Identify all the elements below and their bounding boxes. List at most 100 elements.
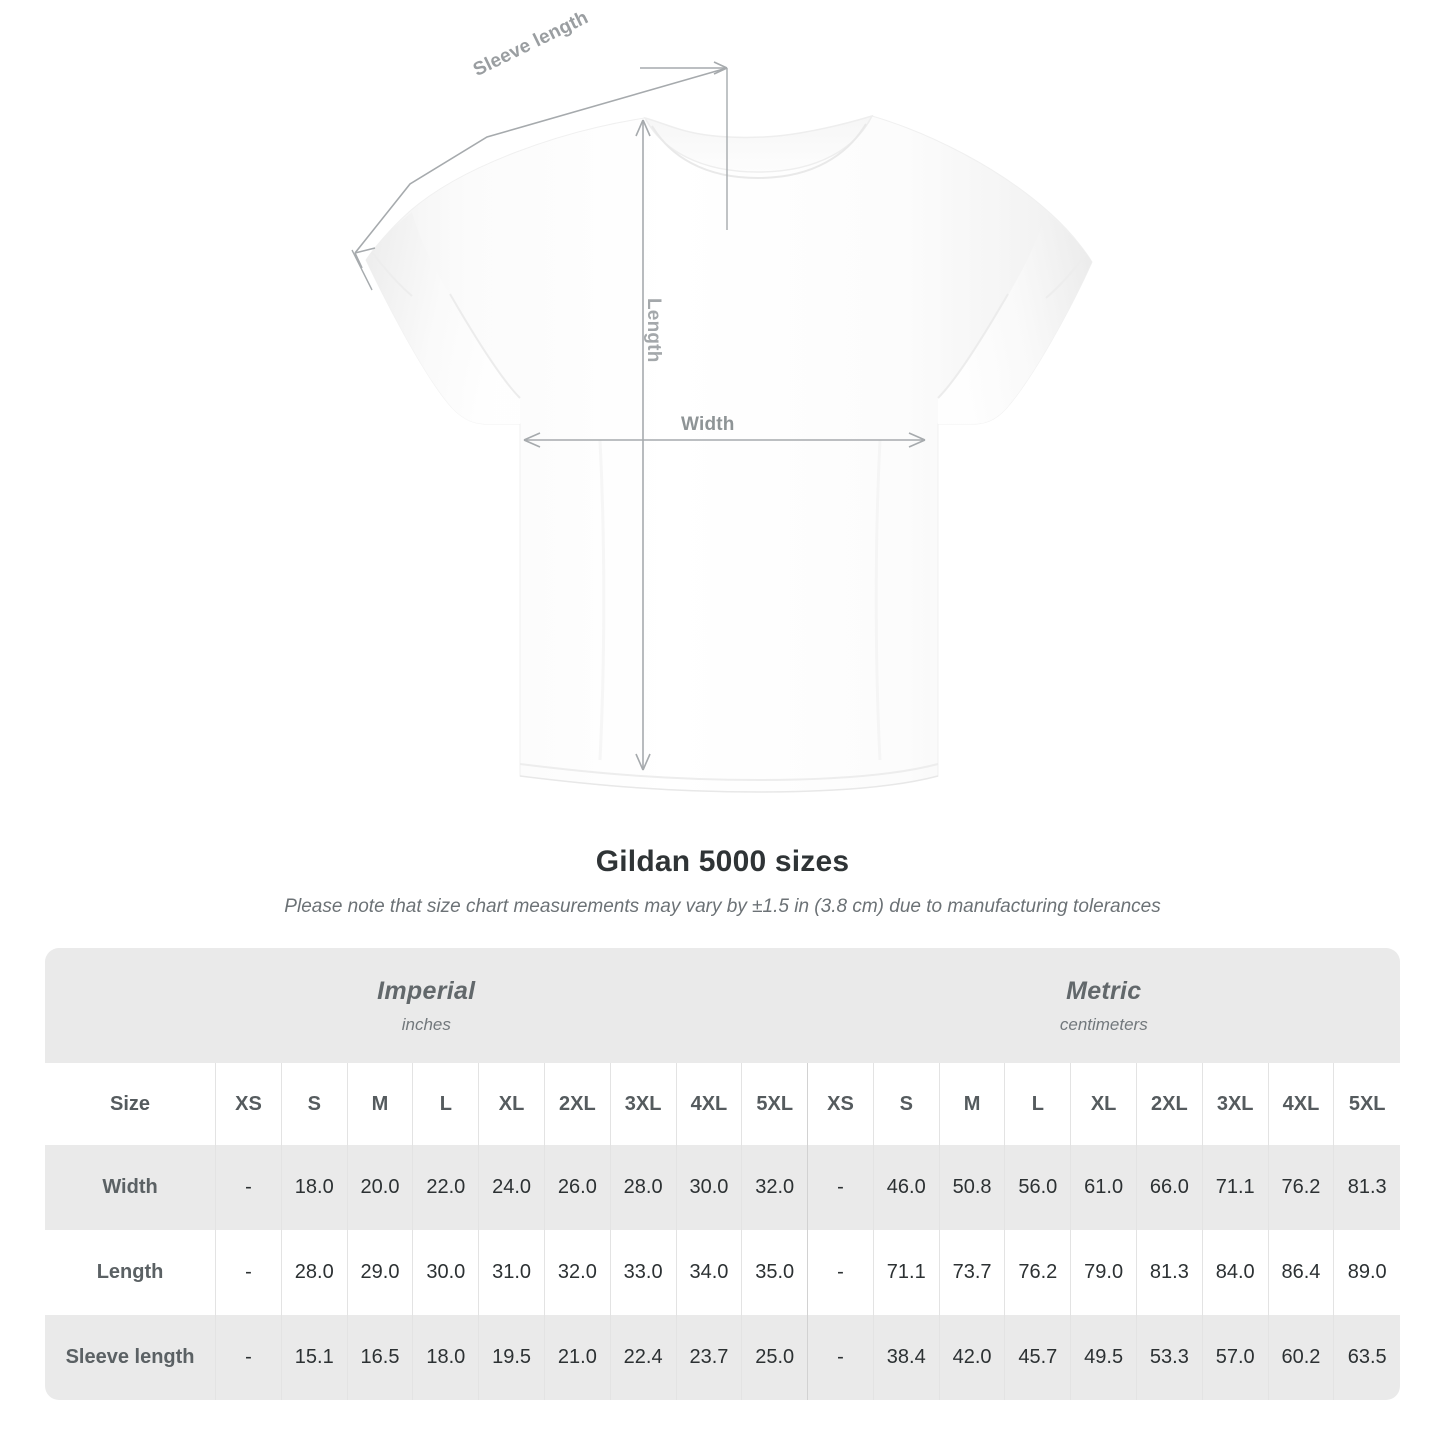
cell-length-met-4xl: 86.4 — [1267, 1230, 1334, 1315]
size-header-imp-xs: XS — [215, 1063, 282, 1145]
cell-sleeve-imp-m: 16.5 — [346, 1315, 413, 1400]
cell-sleeve-imp-s: 15.1 — [280, 1315, 348, 1400]
size-header-imp-5xl: 5XL — [741, 1063, 808, 1145]
cell-sleeve-met-xs: - — [807, 1315, 874, 1400]
cell-length-imp-xs: - — [215, 1230, 282, 1315]
length-arrow-head-bottom — [635, 753, 651, 771]
size-chart-table-wrap: Imperial inches Metric centimeters Size … — [45, 948, 1400, 1400]
cell-length-imp-2xl: 32.0 — [543, 1230, 611, 1315]
sleeve-hem-tick — [351, 249, 373, 291]
cell-sleeve-imp-3xl: 22.4 — [609, 1315, 677, 1400]
size-header-row: Size XS S M L XL 2XL 3XL 4XL 5XL XS S M … — [45, 1063, 1400, 1145]
cell-width-imp-5xl: 32.0 — [741, 1145, 808, 1230]
cell-width-met-2xl: 66.0 — [1136, 1145, 1203, 1230]
cell-length-met-l: 76.2 — [1004, 1230, 1071, 1315]
cell-length-imp-m: 29.0 — [346, 1230, 413, 1315]
cell-sleeve-imp-l: 18.0 — [412, 1315, 479, 1400]
cell-sleeve-imp-xl: 19.5 — [478, 1315, 545, 1400]
cell-sleeve-met-l: 45.7 — [1004, 1315, 1071, 1400]
cell-width-met-3xl: 71.1 — [1201, 1145, 1269, 1230]
tshirt-diagram: Sleeve length Length Width — [351, 7, 1093, 793]
size-header-met-m: M — [938, 1063, 1005, 1145]
tolerance-note: Please note that size chart measurements… — [284, 896, 1161, 917]
cell-width-met-m: 50.8 — [938, 1145, 1005, 1230]
size-header-imp-2xl: 2XL — [543, 1063, 611, 1145]
table-row: Width - 18.0 20.0 22.0 24.0 26.0 28.0 30… — [45, 1145, 1400, 1230]
table-row: Length - 28.0 29.0 30.0 31.0 32.0 33.0 3… — [45, 1230, 1400, 1315]
cell-length-met-m: 73.7 — [938, 1230, 1005, 1315]
cell-sleeve-imp-4xl: 23.7 — [675, 1315, 742, 1400]
cell-width-imp-xs: - — [215, 1145, 282, 1230]
cell-width-met-l: 56.0 — [1004, 1145, 1071, 1230]
cell-width-imp-2xl: 26.0 — [543, 1145, 611, 1230]
size-header-met-2xl: 2XL — [1136, 1063, 1203, 1145]
size-header-met-xs: XS — [807, 1063, 874, 1145]
width-arrow-head-left — [523, 432, 541, 448]
cell-sleeve-met-2xl: 53.3 — [1136, 1315, 1203, 1400]
cell-length-imp-3xl: 33.0 — [609, 1230, 677, 1315]
cell-sleeve-imp-5xl: 25.0 — [741, 1315, 808, 1400]
cell-sleeve-met-5xl: 63.5 — [1333, 1315, 1400, 1400]
cell-width-met-4xl: 76.2 — [1267, 1145, 1334, 1230]
title-block: Gildan 5000 sizes Please note that size … — [0, 845, 1445, 918]
cell-length-met-s: 71.1 — [872, 1230, 940, 1315]
table-row: Sleeve length - 15.1 16.5 18.0 19.5 21.0… — [45, 1315, 1400, 1400]
cell-sleeve-imp-2xl: 21.0 — [543, 1315, 611, 1400]
imperial-unit-name: Imperial — [377, 976, 476, 1005]
cell-sleeve-met-4xl: 60.2 — [1267, 1315, 1334, 1400]
measurement-guides — [351, 61, 926, 771]
size-header-imp-xl: XL — [478, 1063, 545, 1145]
cell-length-met-xs: - — [807, 1230, 874, 1315]
cell-sleeve-met-xl: 49.5 — [1070, 1315, 1137, 1400]
row-label-width: Width — [45, 1145, 216, 1230]
metric-unit-name: Metric — [1066, 976, 1142, 1005]
size-header-imp-3xl: 3XL — [609, 1063, 677, 1145]
length-label: Length — [643, 298, 664, 363]
size-header-met-5xl: 5XL — [1333, 1063, 1400, 1145]
cell-width-imp-s: 18.0 — [280, 1145, 348, 1230]
cell-length-met-5xl: 89.0 — [1333, 1230, 1400, 1315]
width-arrow-head-right — [908, 432, 926, 448]
cell-sleeve-met-3xl: 57.0 — [1201, 1315, 1269, 1400]
row-label-sleeve-length: Sleeve length — [45, 1315, 216, 1400]
imperial-unit-sub: inches — [401, 1014, 451, 1034]
unit-header-row: Imperial inches Metric centimeters — [45, 948, 1400, 1063]
cell-length-met-2xl: 81.3 — [1136, 1230, 1203, 1315]
cell-length-imp-5xl: 35.0 — [741, 1230, 808, 1315]
cell-width-met-5xl: 81.3 — [1333, 1145, 1400, 1230]
cell-width-met-xs: - — [807, 1145, 874, 1230]
cell-width-imp-xl: 24.0 — [478, 1145, 545, 1230]
size-header-imp-m: M — [346, 1063, 413, 1145]
size-header-met-3xl: 3XL — [1201, 1063, 1269, 1145]
cell-width-imp-m: 20.0 — [346, 1145, 413, 1230]
cell-length-imp-xl: 31.0 — [478, 1230, 545, 1315]
size-header-imp-l: L — [412, 1063, 479, 1145]
cell-length-met-xl: 79.0 — [1070, 1230, 1137, 1315]
cell-length-imp-4xl: 34.0 — [675, 1230, 742, 1315]
cell-sleeve-imp-xs: - — [215, 1315, 282, 1400]
cell-width-imp-3xl: 28.0 — [609, 1145, 677, 1230]
imperial-header-cell: Imperial inches — [45, 948, 808, 1063]
cell-width-met-s: 46.0 — [872, 1145, 940, 1230]
size-header-met-l: L — [1004, 1063, 1071, 1145]
cell-length-imp-l: 30.0 — [412, 1230, 479, 1315]
width-label: Width — [681, 414, 735, 435]
cell-sleeve-met-m: 42.0 — [938, 1315, 1005, 1400]
page-title: Gildan 5000 sizes — [595, 845, 850, 878]
garment-body — [365, 114, 1093, 793]
size-header-met-xl: XL — [1070, 1063, 1137, 1145]
size-header-label: Size — [45, 1063, 216, 1145]
size-header-imp-s: S — [280, 1063, 348, 1145]
sleeve-arrow-head-left — [354, 247, 376, 269]
metric-header-cell: Metric centimeters — [807, 948, 1400, 1063]
cell-length-met-3xl: 84.0 — [1201, 1230, 1269, 1315]
cell-width-met-xl: 61.0 — [1070, 1145, 1137, 1230]
cell-sleeve-met-s: 38.4 — [872, 1315, 940, 1400]
size-chart-table: Imperial inches Metric centimeters Size … — [45, 948, 1400, 1400]
length-arrow-head-top — [635, 119, 651, 137]
cell-length-imp-s: 28.0 — [280, 1230, 348, 1315]
size-header-met-s: S — [872, 1063, 940, 1145]
tshirt-illustration — [351, 61, 1093, 793]
row-label-length: Length — [45, 1230, 216, 1315]
